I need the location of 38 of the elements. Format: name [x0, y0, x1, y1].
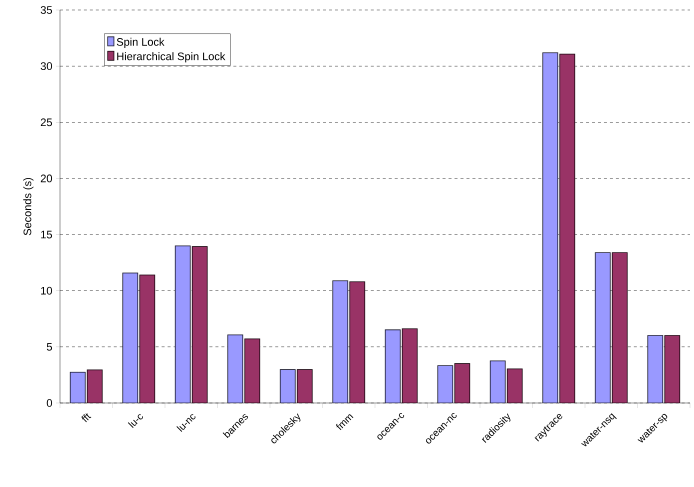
bar [349, 281, 366, 403]
bar [664, 335, 680, 403]
bar [454, 363, 470, 403]
bar [612, 252, 628, 403]
legend-label: Spin Lock [116, 38, 164, 48]
bar [647, 335, 664, 403]
bar [402, 328, 418, 403]
y-tick-label: 25 [40, 118, 52, 126]
bar [174, 246, 191, 403]
bar [437, 365, 454, 403]
y-tick-label: 20 [40, 174, 52, 182]
legend-label: Hierarchical Spin Lock [117, 52, 226, 62]
bar [86, 369, 103, 403]
bar [559, 54, 576, 403]
y-tick-label: 10 [41, 286, 52, 295]
bar [244, 338, 260, 403]
bar [139, 274, 156, 403]
y-axis-title: Seconds (s) [23, 178, 34, 236]
x-tick-label: fmm [336, 414, 354, 430]
bar [296, 369, 313, 403]
y-tick-label: 5 [46, 343, 52, 351]
bar [490, 360, 506, 403]
bar [506, 368, 523, 403]
bar [332, 280, 348, 403]
bar [227, 334, 244, 403]
bar [542, 52, 558, 403]
y-tick-label: 15 [41, 230, 52, 238]
bar [384, 329, 401, 403]
bar [594, 252, 611, 403]
x-tick-label: lu-c [128, 414, 143, 428]
y-tick-label: 35 [40, 6, 52, 14]
bar [280, 369, 296, 403]
bar [122, 272, 138, 403]
x-tick-label: fft [82, 413, 92, 422]
bar [70, 372, 86, 403]
y-tick-label: 30 [40, 62, 52, 70]
y-tick-label: 0 [46, 399, 52, 407]
bar [192, 246, 208, 403]
